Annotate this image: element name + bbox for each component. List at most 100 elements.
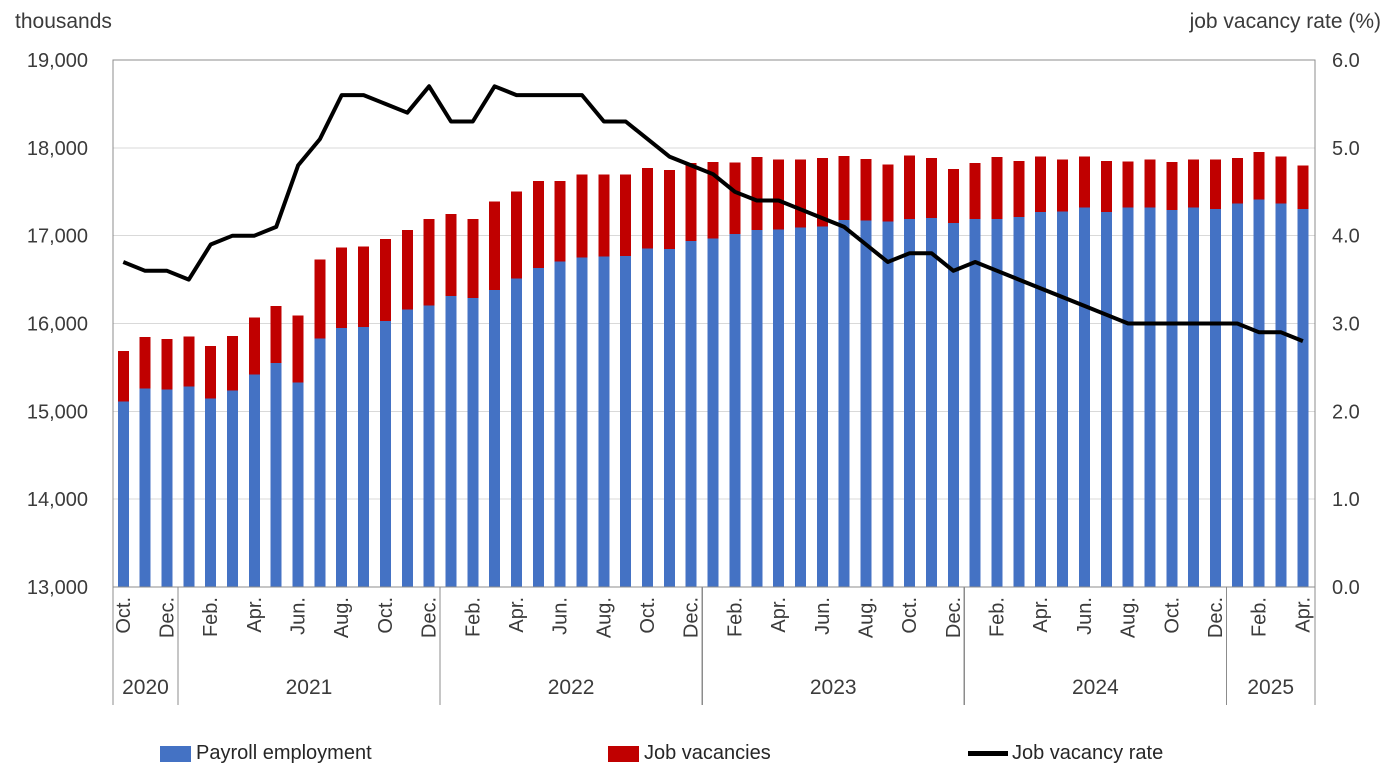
plot-border <box>112 59 1316 588</box>
payroll-bar-43 <box>1057 211 1069 587</box>
vacancies-bar-16 <box>467 218 479 299</box>
vacancies-bar-8 <box>292 315 304 383</box>
vacancies-bar-37 <box>926 157 938 219</box>
vacancies-bar-46 <box>1122 161 1134 208</box>
vacancies-bar-36 <box>904 155 916 219</box>
payroll-bar-30 <box>773 229 785 588</box>
vacancies-bar-1 <box>139 337 151 389</box>
payroll-bar-10 <box>336 327 348 587</box>
payroll-bar-12 <box>379 320 391 587</box>
x-axis-month-label: Apr. <box>1030 597 1052 633</box>
vacancies-bar-26 <box>685 162 697 241</box>
vacancies-bar-39 <box>969 162 981 219</box>
x-axis-month-label: Dec. <box>943 597 965 638</box>
payroll-bar-29 <box>751 229 763 587</box>
vacancies-bar-22 <box>598 174 610 257</box>
payroll-bar-35 <box>882 221 894 587</box>
vacancies-bar-5 <box>227 335 239 391</box>
right-axis-tick: 0.0 <box>1332 577 1360 599</box>
payroll-bar-39 <box>969 218 981 587</box>
payroll-bar-45 <box>1100 211 1112 587</box>
vacancies-bar-43 <box>1057 159 1069 212</box>
payroll-bar-44 <box>1078 207 1090 587</box>
x-axis-month-label: Oct. <box>637 597 659 634</box>
rate-line-swatch-icon <box>968 751 1008 756</box>
vacancies-bar-31 <box>794 159 806 228</box>
payroll-bar-27 <box>707 238 719 587</box>
payroll-bar-20 <box>554 261 566 587</box>
vacancies-bar-44 <box>1078 156 1090 208</box>
x-axis-month-label: Oct. <box>899 597 921 634</box>
vacancies-bar-29 <box>751 157 763 230</box>
payroll-bar-34 <box>860 220 872 588</box>
vacancies-bar-50 <box>1210 159 1221 209</box>
vacancies-bar-51 <box>1231 157 1243 204</box>
x-axis-month-label: Feb. <box>462 597 484 637</box>
vacancies-bar-24 <box>642 168 654 249</box>
x-axis-month-label: Dec. <box>156 597 178 638</box>
payroll-bar-0 <box>117 401 129 587</box>
vacancies-bar-54 <box>1297 165 1309 209</box>
right-axis-tick: 5.0 <box>1332 138 1360 160</box>
left-axis-title: thousands <box>15 10 112 33</box>
x-axis-month-label: Oct. <box>375 597 397 634</box>
x-axis-month-label: Apr. <box>768 597 790 633</box>
payroll-bar-23 <box>620 255 632 587</box>
payroll-bar-21 <box>576 257 588 587</box>
payroll-bar-17 <box>489 290 501 587</box>
left-axis-tick: 19,000 <box>27 50 88 72</box>
vacancies-bar-4 <box>205 345 217 399</box>
vacancies-bar-2 <box>161 338 173 390</box>
payroll-bar-4 <box>205 398 217 587</box>
x-axis-year-label: 2023 <box>810 676 857 699</box>
vacancies-bar-34 <box>860 158 872 221</box>
x-axis-month-label: Dec. <box>419 597 441 638</box>
payroll-bar-6 <box>248 374 260 587</box>
left-axis-tick: 15,000 <box>27 401 88 423</box>
vacancies-bar-19 <box>532 181 544 269</box>
payroll-bar-33 <box>838 219 850 587</box>
x-axis-month-label: Jun. <box>1074 597 1096 635</box>
payroll-bar-7 <box>270 363 282 587</box>
x-axis-month-label: Feb. <box>724 597 746 637</box>
vacancies-bar-17 <box>489 201 501 291</box>
left-axis-tick: 14,000 <box>27 489 88 511</box>
payroll-bar-15 <box>445 295 457 587</box>
payroll-bar-31 <box>794 227 806 587</box>
vacancies-bar-18 <box>510 191 522 279</box>
vacancies-bar-20 <box>554 181 566 262</box>
x-axis-year-label: 2024 <box>1072 676 1119 699</box>
vacancies-bar-12 <box>379 239 391 321</box>
x-axis-month-label: Apr. <box>1292 597 1314 633</box>
payroll-bar-37 <box>926 218 938 587</box>
payroll-bar-18 <box>510 278 522 587</box>
vacancies-bar-41 <box>1013 161 1025 218</box>
vacancies-bar-7 <box>270 305 282 364</box>
vacancies-bar-14 <box>423 218 435 306</box>
x-axis-year-label: 2025 <box>1247 676 1294 699</box>
x-axis-month-label: Jun. <box>550 597 572 635</box>
vacancies-bar-9 <box>314 259 326 339</box>
vacancies-bar-42 <box>1035 156 1047 212</box>
vacancies-bar-38 <box>947 168 959 223</box>
x-axis-month-label: Dec. <box>681 597 703 638</box>
legend-item-rate: Job vacancy rate <box>968 742 1163 765</box>
left-axis-tick: 17,000 <box>27 226 88 248</box>
x-axis-month-label: Aug. <box>593 597 615 638</box>
x-axis-month-label: Feb. <box>1249 597 1271 637</box>
payroll-bar-13 <box>401 309 413 587</box>
x-axis-month-label: Jun. <box>288 597 310 635</box>
vacancies-bar-35 <box>882 164 894 222</box>
vacancies-bar-3 <box>183 336 195 387</box>
vacancies-bar-47 <box>1144 159 1156 208</box>
payroll-bar-40 <box>991 218 1003 587</box>
payroll-bar-49 <box>1188 207 1200 587</box>
payroll-bar-5 <box>227 390 239 587</box>
payroll-bar-47 <box>1144 207 1156 587</box>
payroll-bar-51 <box>1231 203 1243 588</box>
x-axis-month-label: Aug. <box>1118 597 1140 638</box>
vacancies-bar-33 <box>838 156 850 220</box>
x-axis-year-label: 2020 <box>122 676 169 699</box>
payroll-bar-9 <box>314 338 326 587</box>
